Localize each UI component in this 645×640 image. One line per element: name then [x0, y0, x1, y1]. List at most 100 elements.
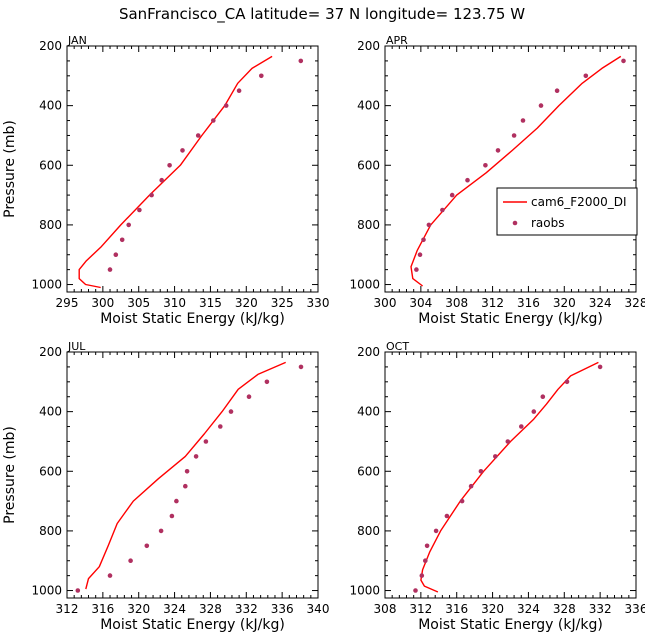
x-tick-label-jan: 295	[56, 296, 79, 310]
plot-frame-jan	[66, 45, 319, 293]
x-tick-label-oct: 316	[445, 602, 468, 616]
y-tick-label-apr: 1000	[349, 278, 380, 292]
raobs-point-jan	[107, 267, 113, 272]
raobs-point-oct	[423, 558, 428, 563]
raobs-point-oct	[478, 469, 484, 474]
x-tick-label-jan: 320	[235, 296, 258, 310]
y-tick-label-jan: 800	[39, 218, 62, 232]
plot-area-jan	[78, 55, 304, 289]
y-tick-label-oct: 600	[357, 464, 380, 478]
x-tick-label-oct: 308	[374, 602, 397, 616]
x-axis-title-jul: Moist Static Energy (kJ/kg)	[100, 617, 285, 633]
legend-obs-label: raobs	[531, 216, 565, 230]
panel-oct: OCT 308 312 316 320 324 328 332 336 200 400 600 800 1…	[349, 340, 645, 633]
y-tick-label-jan: 1000	[31, 278, 62, 292]
raobs-point-apr	[495, 148, 501, 153]
panel-label-apr: APR	[386, 34, 408, 47]
raobs-point-apr	[520, 118, 526, 123]
y-tick-label-oct: 1000	[349, 584, 380, 598]
raobs-point-oct	[564, 379, 570, 385]
raobs-point-jul	[183, 483, 188, 489]
raobs-point-oct	[505, 439, 511, 444]
raobs-point-jan	[236, 88, 242, 93]
raobs-point-jul	[169, 513, 175, 519]
x-tick-label-oct: 332	[589, 602, 612, 616]
x-tick-label-jul: 324	[163, 602, 186, 616]
raobs-point-jan	[137, 207, 142, 213]
raobs-point-jul	[75, 588, 81, 593]
figure-title: SanFrancisco_CA latitude= 37 N longitude…	[119, 5, 525, 24]
raobs-point-oct	[531, 409, 537, 414]
y-tick-label-jul: 1000	[31, 584, 62, 598]
x-tick-label-jul: 312	[56, 602, 79, 616]
x-tick-label-jan: 330	[307, 296, 330, 310]
raobs-point-oct	[419, 573, 425, 578]
raobs-point-jul	[184, 469, 190, 474]
panel-jan: JAN 295 300 305 310 315 320 325 330 200 400 600 800 1…	[2, 34, 329, 327]
x-tick-label-jul: 320	[127, 602, 150, 616]
raobs-point-oct	[413, 588, 418, 593]
x-tick-label-apr: 328	[625, 296, 645, 310]
plot-frame-oct	[384, 351, 637, 599]
raobs-point-oct	[433, 528, 439, 534]
raobs-point-jan	[195, 133, 201, 138]
raobs-point-jul	[246, 394, 252, 400]
x-tick-label-jul: 340	[307, 602, 330, 616]
raobs-point-jan	[259, 73, 264, 79]
raobs-point-jan	[180, 148, 185, 153]
y-tick-label-apr: 200	[357, 39, 380, 53]
raobs-point-oct	[468, 483, 474, 489]
raobs-point-jul	[298, 364, 304, 370]
raobs-point-oct	[424, 543, 430, 549]
raobs-point-apr	[440, 207, 445, 213]
raobs-point-jul	[203, 439, 209, 444]
raobs-point-apr	[414, 267, 419, 272]
raobs-point-apr	[417, 252, 423, 257]
panel-label-jan: JAN	[67, 34, 87, 47]
raobs-point-jan	[211, 118, 216, 123]
raobs-point-apr	[554, 88, 560, 93]
x-tick-label-jan: 300	[91, 296, 114, 310]
raobs-point-jul	[174, 498, 179, 504]
panel-label-oct: OCT	[386, 340, 409, 353]
raobs-point-apr	[465, 177, 470, 183]
legend-box	[496, 187, 638, 236]
y-tick-label-jan: 400	[39, 99, 62, 113]
y-tick-label-jul: 400	[39, 405, 62, 419]
raobs-point-jul	[193, 454, 199, 459]
legend-model-label: cam6_F2000_DI	[531, 195, 627, 209]
y-tick-label-apr: 600	[357, 158, 380, 172]
x-tick-label-jul: 336	[271, 602, 294, 616]
model-line-jul	[85, 361, 286, 590]
legend-obs-swatch	[512, 220, 518, 226]
raobs-point-jan	[159, 177, 164, 183]
x-tick-label-apr: 312	[481, 296, 504, 310]
raobs-point-oct	[459, 498, 465, 504]
raobs-point-jul	[144, 543, 150, 549]
y-tick-label-apr: 800	[357, 218, 380, 232]
x-tick-label-jan: 315	[199, 296, 222, 310]
raobs-point-apr	[538, 103, 544, 108]
x-tick-label-apr: 308	[445, 296, 468, 310]
raobs-point-oct	[444, 513, 450, 519]
raobs-point-oct	[519, 424, 524, 429]
x-tick-label-oct: 324	[517, 602, 540, 616]
plot-frame-apr	[384, 45, 637, 293]
x-tick-label-jan: 305	[127, 296, 150, 310]
y-axis-title-jul: Pressure (mb)	[2, 426, 18, 524]
x-tick-label-apr: 304	[409, 296, 432, 310]
y-tick-label-oct: 800	[357, 524, 380, 538]
x-tick-label-apr: 324	[589, 296, 612, 310]
x-tick-label-apr: 316	[517, 296, 540, 310]
y-tick-label-jan: 200	[39, 39, 62, 53]
plot-area-apr	[410, 55, 626, 287]
panel-label-jul: JUL	[67, 340, 86, 353]
raobs-point-jan	[167, 163, 172, 168]
plot-frame-jul	[66, 351, 319, 599]
y-tick-label-jan: 600	[39, 158, 62, 172]
raobs-point-jan	[298, 58, 304, 64]
raobs-point-apr	[511, 133, 517, 138]
x-tick-label-oct: 328	[553, 602, 576, 616]
